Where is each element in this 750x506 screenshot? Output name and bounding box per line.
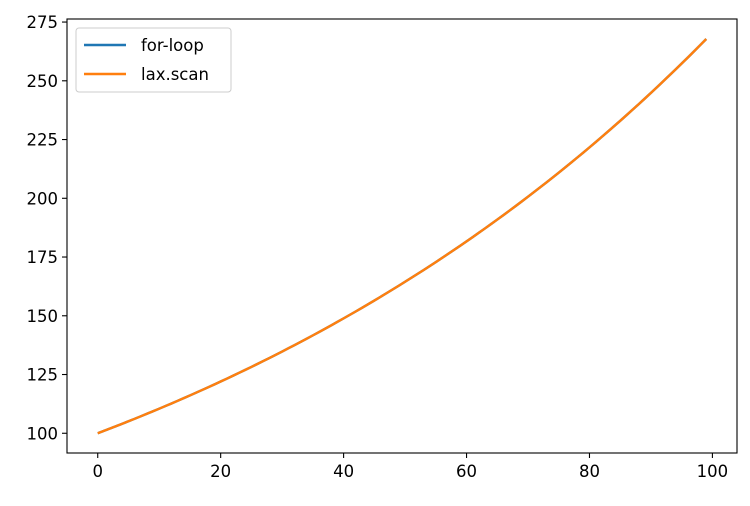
series-layer [97, 38, 708, 435]
y-tick-label: 150 [27, 307, 59, 326]
series-line-for-loop [97, 38, 708, 435]
legend: for-loop lax.scan [75, 27, 232, 93]
y-tick-label: 225 [27, 131, 59, 150]
x-tick-label: 20 [210, 462, 231, 481]
y-tick-label: 200 [27, 189, 59, 208]
x-tick-label: 100 [697, 462, 729, 481]
legend-label-for-loop: for-loop [141, 36, 204, 55]
x-tick-label: 40 [333, 462, 354, 481]
y-tick-label: 175 [27, 248, 59, 267]
series-line-lax-scan [97, 38, 708, 435]
x-tick-label: 80 [579, 462, 600, 481]
x-tick-label: 0 [92, 462, 103, 481]
y-tick-label: 275 [27, 13, 59, 32]
y-tick-label: 125 [27, 366, 59, 385]
x-axis: 0 20 40 60 80 100 [92, 453, 728, 481]
plot-frame [66, 18, 738, 454]
y-tick-label: 250 [27, 72, 59, 91]
x-tick-label: 60 [456, 462, 477, 481]
legend-label-lax-scan: lax.scan [141, 65, 209, 84]
y-tick-label: 100 [27, 424, 59, 443]
y-axis: 100 125 150 175 200 225 250 275 [27, 13, 67, 443]
